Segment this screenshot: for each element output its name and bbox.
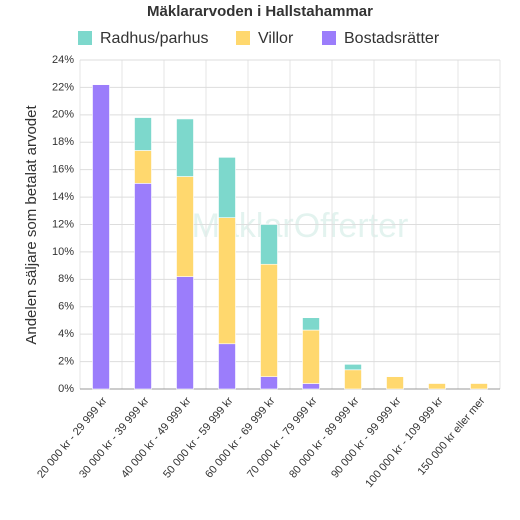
x-tick-label: 50 000 kr - 59 999 kr	[161, 395, 236, 481]
x-tick-label: 90 000 kr - 99 999 kr	[329, 395, 404, 481]
x-tick-label: 20 000 kr - 29 999 kr	[35, 395, 110, 481]
y-tick-label: 20%	[52, 109, 74, 121]
y-tick-label: 2%	[58, 355, 74, 367]
legend-swatch	[322, 31, 336, 45]
legend-label: Radhus/parhus	[100, 30, 209, 47]
bar-segment	[428, 383, 446, 390]
x-tick-label: 30 000 kr - 39 999 kr	[77, 395, 152, 481]
bar-segment	[302, 317, 320, 331]
bar-segment	[176, 176, 194, 277]
bar-segment	[344, 369, 362, 390]
y-tick-label: 4%	[58, 328, 74, 340]
bar-segment	[386, 376, 404, 390]
bar-segment	[260, 263, 278, 377]
bar-segment	[344, 364, 362, 371]
bar-segment	[218, 157, 236, 218]
bar-segment	[302, 329, 320, 384]
y-tick-label: 6%	[58, 301, 74, 313]
y-tick-label: 0%	[58, 383, 74, 395]
bar-segment	[260, 224, 278, 265]
y-tick-label: 10%	[52, 246, 74, 258]
bar-segment	[302, 383, 320, 390]
legend-swatch	[78, 31, 92, 45]
x-tick-label: 80 000 kr - 89 999 kr	[287, 395, 362, 481]
bar-segment	[134, 150, 152, 184]
y-tick-label: 8%	[58, 273, 74, 285]
bar-segment	[218, 343, 236, 390]
y-tick-label: 12%	[52, 218, 74, 230]
bar-segment	[134, 117, 152, 151]
legend-label: Villor	[258, 30, 294, 47]
x-tick-label: 40 000 kr - 49 999 kr	[119, 395, 194, 481]
x-tick-label: 100 000 kr - 109 999 kr	[363, 395, 446, 490]
bar-segment	[470, 383, 488, 390]
y-tick-label: 14%	[52, 191, 74, 203]
y-axis-label: Andelen säljare som betalat arvodet	[23, 105, 40, 345]
bar-segment	[176, 118, 194, 177]
chart-title: Mäklararvoden i Hallstahammar	[147, 3, 373, 20]
x-tick-label: 60 000 kr - 69 999 kr	[203, 395, 278, 481]
legend-swatch	[236, 31, 250, 45]
legend-label: Bostadsrätter	[344, 30, 440, 47]
y-tick-label: 16%	[52, 164, 74, 176]
bar-segment	[92, 84, 110, 390]
bar-segment	[176, 276, 194, 390]
y-tick-label: 18%	[52, 136, 74, 148]
bar-segment	[260, 376, 278, 390]
y-tick-label: 24%	[52, 54, 74, 66]
x-tick-label: 70 000 kr - 79 999 kr	[245, 395, 320, 481]
bar-segment	[134, 183, 152, 390]
y-tick-label: 22%	[52, 81, 74, 93]
bar-segment	[218, 217, 236, 345]
